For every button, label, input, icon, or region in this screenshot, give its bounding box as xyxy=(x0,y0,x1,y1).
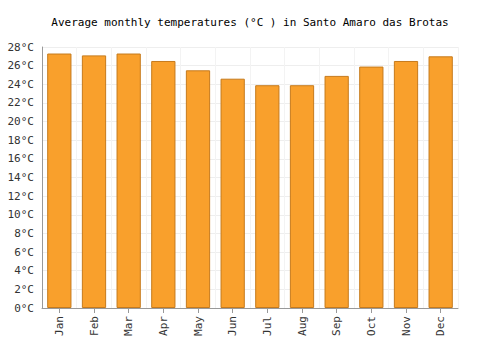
svg-text:Jan: Jan xyxy=(53,316,66,336)
svg-text:0°C: 0°C xyxy=(14,302,34,315)
svg-text:14°C: 14°C xyxy=(8,171,35,184)
svg-text:12°C: 12°C xyxy=(8,190,35,203)
svg-text:22°C: 22°C xyxy=(8,96,35,109)
svg-text:Jun: Jun xyxy=(226,316,239,336)
svg-text:Dec: Dec xyxy=(434,316,447,336)
svg-text:2°C: 2°C xyxy=(14,283,34,296)
svg-text:May: May xyxy=(192,316,205,336)
svg-text:16°C: 16°C xyxy=(8,152,35,165)
svg-text:Sep: Sep xyxy=(330,316,343,336)
svg-text:Feb: Feb xyxy=(88,316,101,336)
svg-text:26°C: 26°C xyxy=(8,59,35,72)
svg-text:Apr: Apr xyxy=(157,316,170,336)
svg-text:8°C: 8°C xyxy=(14,227,34,240)
svg-text:Jul: Jul xyxy=(261,316,274,336)
svg-text:24°C: 24°C xyxy=(8,78,35,91)
svg-text:Nov: Nov xyxy=(400,316,413,336)
svg-text:18°C: 18°C xyxy=(8,134,35,147)
svg-text:4°C: 4°C xyxy=(14,264,34,277)
svg-text:6°C: 6°C xyxy=(14,246,34,259)
svg-text:10°C: 10°C xyxy=(8,208,35,221)
svg-text:20°C: 20°C xyxy=(8,115,35,128)
svg-text:Mar: Mar xyxy=(122,316,135,336)
svg-text:Oct: Oct xyxy=(365,316,378,336)
svg-text:28°C: 28°C xyxy=(8,41,35,54)
svg-text:Average monthly temperatures (: Average monthly temperatures (°C ) in Sa… xyxy=(51,16,448,29)
svg-text:Aug: Aug xyxy=(296,316,309,336)
